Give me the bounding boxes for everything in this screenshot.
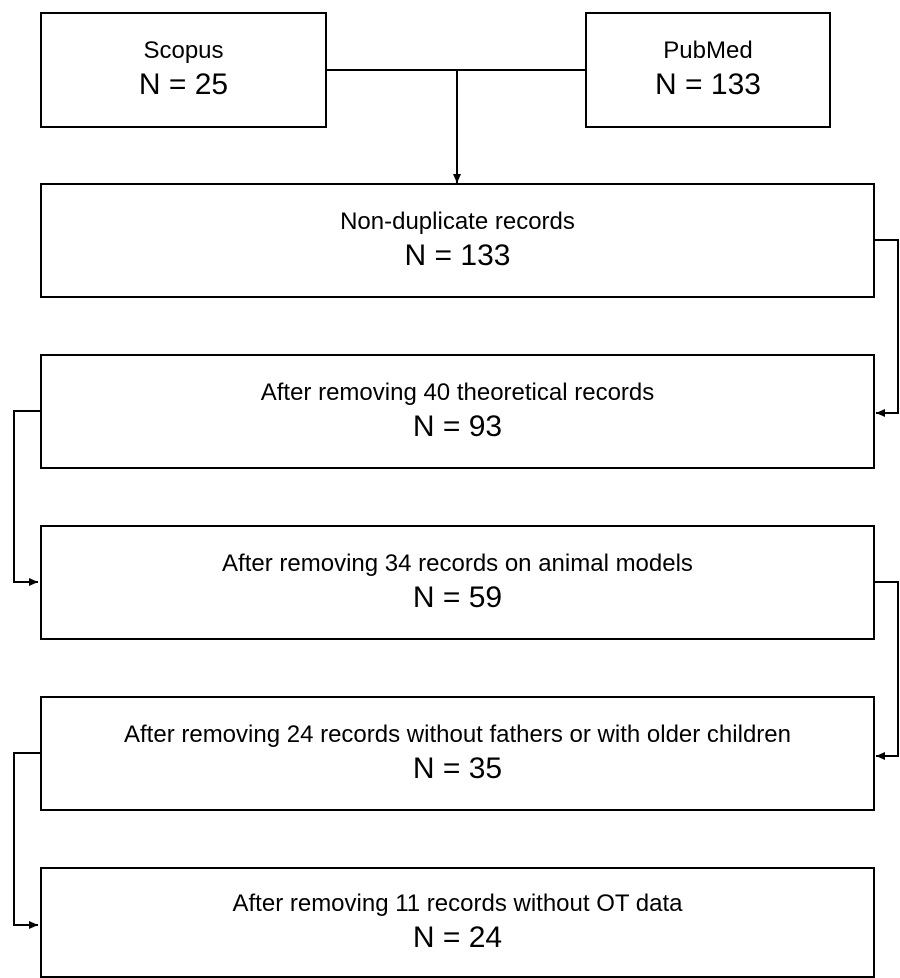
step-box-ot-data-removed: After removing 11 records without OT dat… — [40, 867, 875, 978]
step-label: Non-duplicate records — [340, 207, 575, 235]
step-count: N = 133 — [404, 238, 511, 272]
source-box-scopus: Scopus N = 25 — [40, 12, 327, 128]
step-count: N = 59 — [412, 580, 503, 614]
step-count: N = 35 — [412, 751, 503, 785]
step-arrow-2-3 — [13, 410, 40, 586]
source-count: N = 133 — [655, 68, 761, 101]
step-count: N = 93 — [412, 409, 503, 443]
source-count: N = 25 — [138, 68, 229, 101]
step-label: After removing 34 records on animal mode… — [222, 549, 693, 577]
step-label: After removing 40 theoretical records — [260, 378, 655, 406]
step-arrow-3-4 — [874, 581, 899, 760]
source-label: PubMed — [663, 37, 753, 64]
source-label: Scopus — [143, 37, 224, 64]
step-arrow-4-5 — [13, 752, 40, 929]
step-box-theoretical-removed: After removing 40 theoretical records N … — [40, 354, 875, 469]
step-box-animal-models-removed: After removing 34 records on animal mode… — [40, 525, 875, 640]
step-label: After removing 11 records without OT dat… — [232, 889, 683, 917]
step-arrow-1-2 — [874, 239, 899, 417]
step-box-fathers-children-removed: After removing 24 records without father… — [40, 696, 875, 811]
source-box-pubmed: PubMed N = 133 — [585, 12, 831, 128]
step-box-non-duplicate: Non-duplicate records N = 133 — [40, 183, 875, 298]
step-label: After removing 24 records without father… — [124, 720, 791, 748]
step-count: N = 24 — [412, 920, 503, 954]
